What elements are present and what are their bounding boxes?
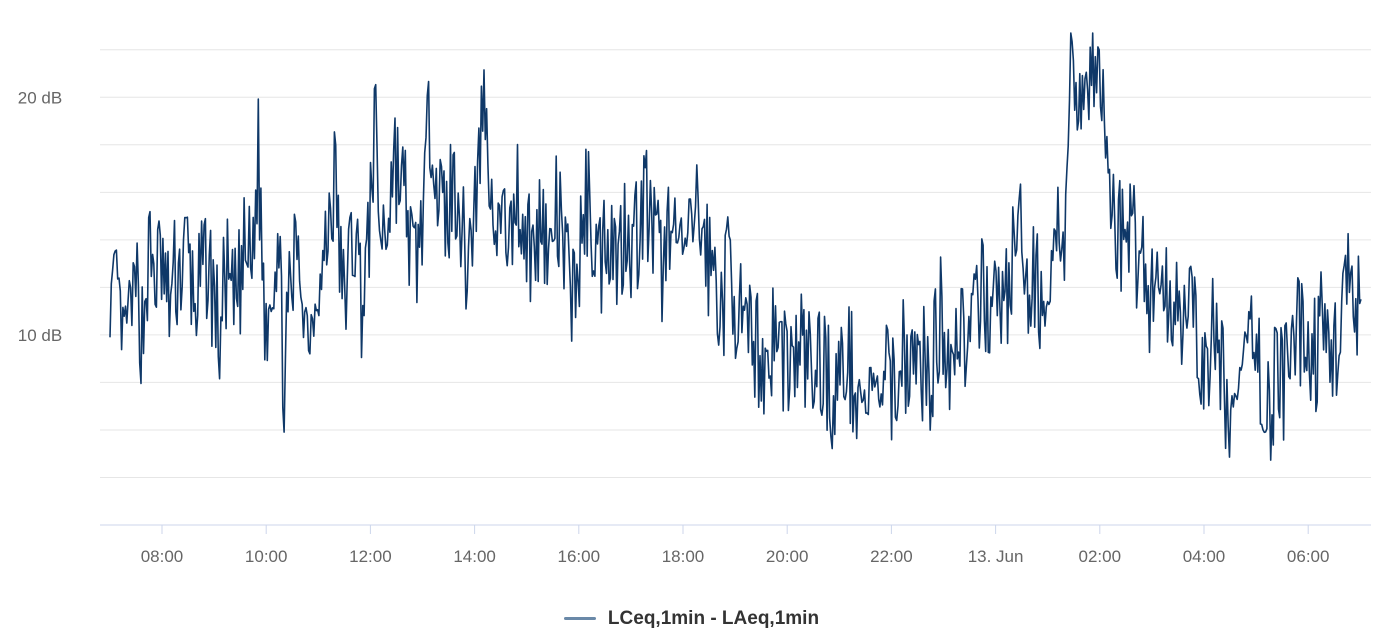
x-tick-label: 13. Jun: [968, 547, 1024, 566]
x-tick-label: 08:00: [141, 547, 184, 566]
x-tick-label: 14:00: [453, 547, 496, 566]
x-axis-labels: 08:00 10:00 12:00 14:00 16:00 18:00 20:00 22:00…: [141, 547, 1330, 566]
grid-lines: [100, 49, 1371, 478]
x-tick-label: 16:00: [558, 547, 601, 566]
series-line[interactable]: [109, 32, 1362, 461]
x-tick-label: 20:00: [766, 547, 809, 566]
x-axis-ticks: [161, 525, 1309, 534]
legend-label: LCeq,1min - LAeq,1min: [607, 607, 820, 629]
x-tick-label: 18:00: [662, 547, 705, 566]
x-tick-label: 10:00: [245, 547, 288, 566]
legend: LCeq,1min - LAeq,1min: [0, 604, 1383, 630]
legend-swatch-icon: [563, 617, 596, 620]
x-tick-label: 02:00: [1079, 547, 1122, 566]
y-tick-label: 10 dB: [18, 326, 62, 345]
y-axis-labels: 10 dB 20 dB: [18, 88, 62, 345]
x-tick-label: 06:00: [1287, 547, 1330, 566]
x-tick-label: 22:00: [870, 547, 913, 566]
y-tick-label: 20 dB: [18, 88, 62, 107]
x-tick-label: 12:00: [349, 547, 392, 566]
legend-item[interactable]: LCeq,1min - LAeq,1min: [563, 607, 820, 630]
x-tick-label: 04:00: [1183, 547, 1226, 566]
series-group: [109, 32, 1362, 461]
